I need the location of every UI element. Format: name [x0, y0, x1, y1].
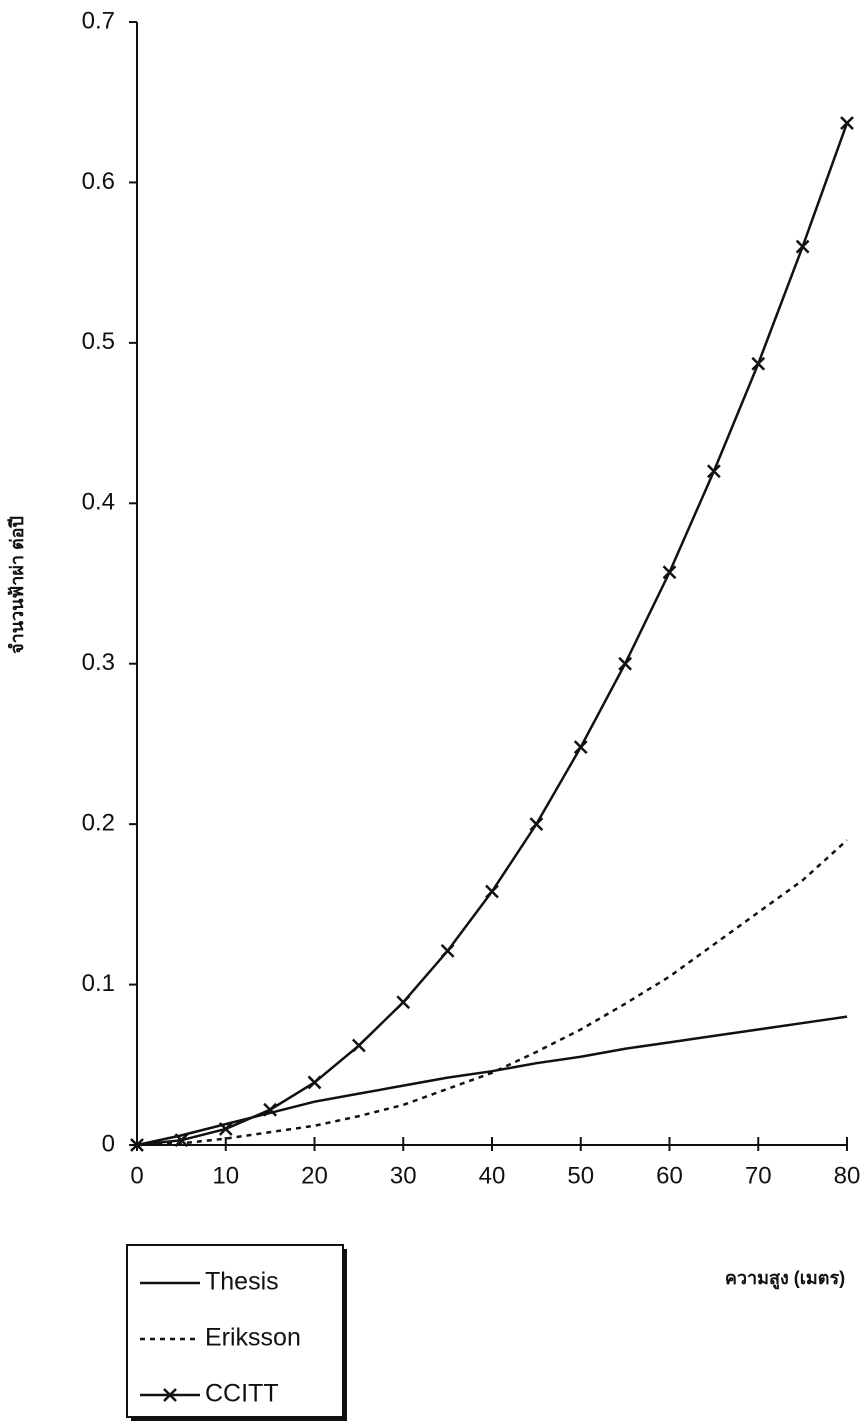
legend-label: Eriksson: [205, 1324, 301, 1352]
legend-shadow: [131, 1417, 347, 1421]
x-tick-label: 30: [390, 1162, 417, 1189]
data-point: [752, 358, 764, 370]
data-point: [442, 945, 454, 957]
data-point: [619, 658, 631, 670]
series-line: [137, 123, 847, 1145]
y-tick-label: 0.7: [82, 7, 115, 34]
y-axis-label: จำนวนฟ้าผ่า ต่อปี: [7, 516, 27, 654]
x-tick-label: 40: [479, 1162, 506, 1189]
data-point: [530, 818, 542, 830]
y-tick-label: 0.3: [82, 649, 115, 676]
y-tick-label: 0.5: [82, 328, 115, 355]
data-point: [575, 741, 587, 753]
x-tick-label: 50: [567, 1162, 594, 1189]
data-point: [664, 566, 676, 578]
data-point: [486, 886, 498, 898]
y-tick-label: 0.6: [82, 168, 115, 195]
y-tick-label: 0: [102, 1130, 115, 1157]
data-point: [797, 241, 809, 253]
x-tick-label: 0: [130, 1162, 143, 1189]
y-tick-label: 0.4: [82, 489, 115, 516]
series-line: [137, 840, 847, 1145]
legend-label: Thesis: [205, 1268, 279, 1296]
legend-label: CCITT: [205, 1380, 279, 1408]
y-tick-label: 0.1: [82, 970, 115, 997]
data-point: [353, 1040, 365, 1052]
legend-shadow: [343, 1249, 347, 1421]
x-tick-label: 70: [745, 1162, 772, 1189]
y-tick-label: 0.2: [82, 809, 115, 836]
data-point: [397, 996, 409, 1008]
series-line: [137, 1017, 847, 1145]
x-tick-label: 10: [212, 1162, 239, 1189]
data-point: [841, 117, 853, 129]
chart: ความสูง (เมตร) จำนวนฟ้าผ่า ต่อปี 0 0.1 0.2…: [0, 0, 865, 1423]
x-tick-label: 20: [301, 1162, 328, 1189]
data-point: [708, 465, 720, 477]
x-tick-label: 60: [656, 1162, 683, 1189]
x-axis-label: ความสูง (เมตร): [725, 1268, 845, 1290]
x-tick-label: 80: [834, 1162, 861, 1189]
data-point: [309, 1076, 321, 1088]
